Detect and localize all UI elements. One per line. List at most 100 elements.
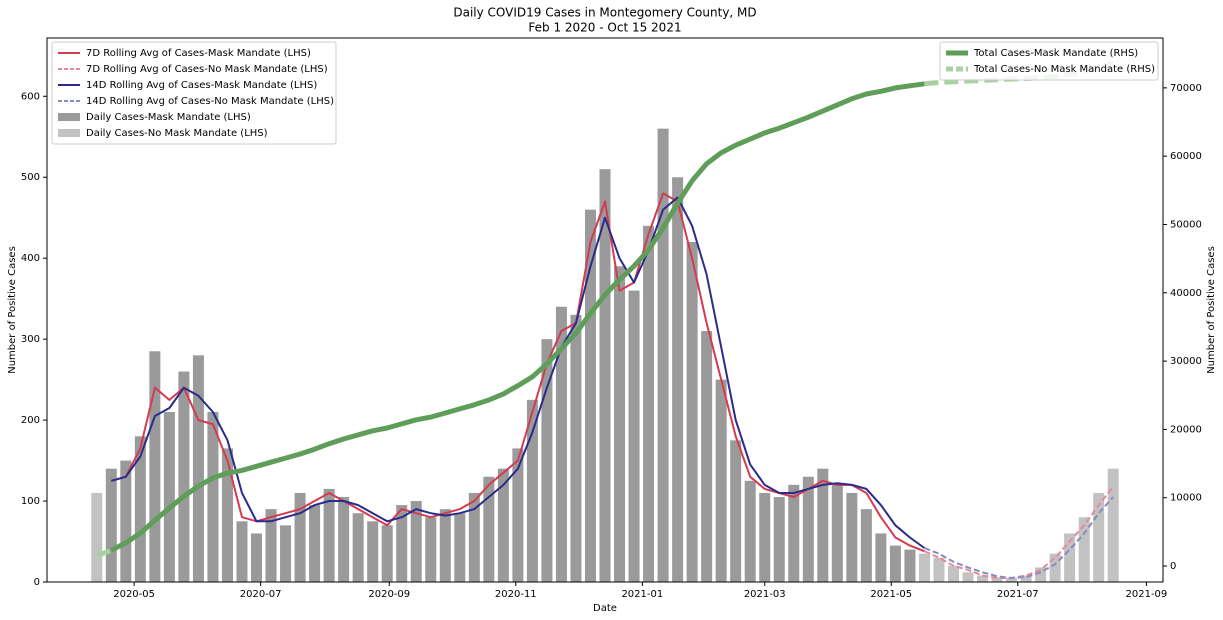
bar <box>657 128 669 582</box>
x-tick-label: 2021-01 <box>621 589 663 600</box>
chart-subtitle: Feb 1 2020 - Oct 15 2021 <box>528 21 681 35</box>
y-tick-label: 300 <box>21 334 40 345</box>
bar <box>149 351 161 582</box>
bar <box>846 492 858 582</box>
bar <box>817 468 829 582</box>
bar <box>802 476 814 582</box>
y-tick-label: 600 <box>21 91 40 102</box>
bar <box>207 412 219 582</box>
bar <box>744 480 756 582</box>
bar <box>1078 517 1090 582</box>
bar <box>759 492 771 582</box>
bar <box>497 468 509 582</box>
legend-label: 7D Rolling Avg of Cases-No Mask Mandate … <box>86 64 328 75</box>
bar <box>1093 492 1105 582</box>
bar <box>338 497 350 582</box>
line <box>111 192 925 553</box>
chart-title: Daily COVID19 Cases in Montegomery Count… <box>453 6 756 20</box>
legend-box <box>939 41 1159 81</box>
x-tick-label: 2020-05 <box>113 589 155 600</box>
bar <box>294 492 306 582</box>
legend-label: Total Cases-Mask Mandate (RHS) <box>973 48 1138 59</box>
bar <box>541 339 553 582</box>
bar <box>628 290 640 582</box>
bar <box>134 436 146 582</box>
legend-label: Daily Cases-Mask Mandate (LHS) <box>86 112 251 123</box>
x-axis-label: Date <box>593 603 617 614</box>
bar <box>831 484 843 582</box>
line <box>924 496 1114 579</box>
legend-label: 14D Rolling Avg of Cases-Mask Mandate (L… <box>86 80 317 91</box>
bar <box>947 565 959 582</box>
y-tick-label: 200 <box>21 415 40 426</box>
bar <box>788 484 800 582</box>
bar <box>163 412 175 582</box>
legend-box <box>51 41 337 145</box>
bar <box>875 533 887 582</box>
legend-label: Total Cases-No Mask Mandate (RHS) <box>973 64 1155 75</box>
bar <box>584 209 596 582</box>
x-tick-label: 2021-03 <box>744 589 786 600</box>
bar <box>265 509 277 582</box>
bar <box>991 577 1003 582</box>
bar <box>454 513 466 582</box>
bar <box>1064 533 1076 582</box>
bar <box>381 525 393 582</box>
bar <box>105 468 117 582</box>
bar <box>599 169 611 582</box>
y-axis-label: Number of Positive Cases <box>7 246 18 374</box>
bar <box>918 553 930 582</box>
legend-label: Daily Cases-No Mask Mandate (LHS) <box>86 128 268 139</box>
bar <box>701 331 713 582</box>
y-tick-label: 0 <box>34 577 40 588</box>
y2-tick-label: 20000 <box>1170 424 1202 435</box>
y2-tick-label: 30000 <box>1170 356 1202 367</box>
bar <box>468 492 480 582</box>
bar <box>1006 577 1018 582</box>
legend-label: 7D Rolling Avg of Cases-Mask Mandate (LH… <box>86 48 311 59</box>
bar <box>643 225 655 583</box>
x-tick-label: 2020-07 <box>240 589 282 600</box>
x-tick-label: 2020-09 <box>368 589 410 600</box>
bar <box>860 509 872 582</box>
bar <box>773 497 785 582</box>
y2-tick-label: 40000 <box>1170 288 1202 299</box>
legend-label: 14D Rolling Avg of Cases-No Mask Mandate… <box>86 96 334 107</box>
y-tick-label: 500 <box>21 172 40 183</box>
bar <box>192 355 204 582</box>
x-tick-label: 2021-09 <box>1126 589 1168 600</box>
bar <box>309 505 321 582</box>
bar <box>323 488 335 582</box>
legend-swatch <box>58 129 80 137</box>
bar <box>715 379 727 582</box>
bar <box>352 513 364 582</box>
x-tick-label: 2021-07 <box>997 589 1039 600</box>
bar <box>614 266 626 582</box>
line <box>111 196 925 549</box>
bar <box>962 572 974 582</box>
plot-frame <box>46 37 1164 583</box>
bar <box>439 509 451 582</box>
line <box>95 60 1114 559</box>
bar <box>977 575 989 582</box>
bar <box>730 440 742 582</box>
bar <box>236 521 248 582</box>
bar <box>570 314 582 582</box>
bar <box>251 533 263 582</box>
bar <box>425 517 437 582</box>
bar <box>1035 567 1047 582</box>
bar <box>889 545 901 582</box>
bar <box>367 521 379 582</box>
bar <box>410 501 422 582</box>
bar <box>1049 553 1061 582</box>
line <box>110 81 925 553</box>
bar <box>555 306 567 582</box>
y2-tick-label: 60000 <box>1170 151 1202 162</box>
y-tick-label: 400 <box>21 253 40 264</box>
bar <box>280 525 292 582</box>
bar <box>221 448 233 582</box>
y2-tick-label: 0 <box>1170 561 1176 572</box>
y2-tick-label: 70000 <box>1170 83 1202 94</box>
bar <box>1020 575 1032 582</box>
